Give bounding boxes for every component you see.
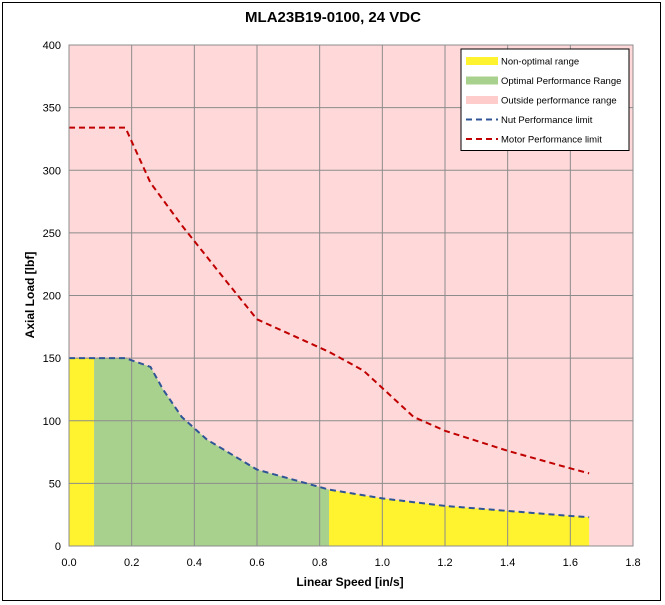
legend-label: Motor Performance limit (501, 135, 602, 146)
x-tick-label: 1.0 (375, 557, 390, 569)
y-tick-label: 350 (43, 103, 61, 115)
x-tick-label: 0.4 (187, 557, 202, 569)
legend-label: Optimal Performance Range (501, 76, 621, 87)
x-tick-label: 1.8 (625, 557, 640, 569)
x-tick-label: 1.2 (437, 557, 452, 569)
x-tick-label: 0.0 (61, 557, 76, 569)
region-0 (69, 358, 95, 546)
legend: Non-optimal range Optimal Performance Ran… (460, 48, 630, 151)
x-tick-label: 1.4 (500, 557, 515, 569)
y-tick-label: 250 (43, 228, 61, 240)
legend-swatch (466, 57, 498, 65)
x-axis-label: Linear Speed [in/s] (296, 575, 403, 589)
y-tick-label: 200 (43, 291, 61, 303)
x-tick-labels: 0.0 0.2 0.4 0.6 0.8 1.0 1.2 1.4 1.6 1.8 (61, 557, 640, 569)
x-tick-label: 1.6 (563, 557, 578, 569)
limit-lines (69, 126, 590, 519)
nut-limit-line (69, 357, 590, 519)
legend-label: Outside performance range (501, 96, 617, 107)
legend-swatch (466, 76, 498, 85)
y-tick-label: 50 (49, 478, 61, 490)
x-tick-label: 0.2 (124, 557, 139, 569)
legend-label: Nut Performance limit (501, 115, 593, 126)
y-tick-labels: 0 50 100 150 200 250 300 350 400 (43, 40, 61, 553)
performance-regions (69, 358, 590, 546)
y-axis-label: Axial Load [lbf] (23, 252, 37, 339)
plot-border (68, 44, 634, 547)
legend-swatch (466, 96, 498, 104)
y-tick-label: 100 (43, 416, 61, 428)
chart-title: MLA23B19-0100, 24 VDC (245, 9, 421, 26)
legend-label: Non-optimal range (501, 57, 579, 68)
y-tick-label: 150 (43, 353, 61, 365)
x-tick-label: 0.6 (249, 557, 264, 569)
y-tick-label: 0 (55, 541, 61, 553)
x-tick-label: 0.8 (312, 557, 327, 569)
y-tick-label: 300 (43, 165, 61, 177)
y-tick-label: 400 (43, 40, 61, 52)
region-1 (94, 358, 330, 546)
region-2 (329, 489, 590, 546)
